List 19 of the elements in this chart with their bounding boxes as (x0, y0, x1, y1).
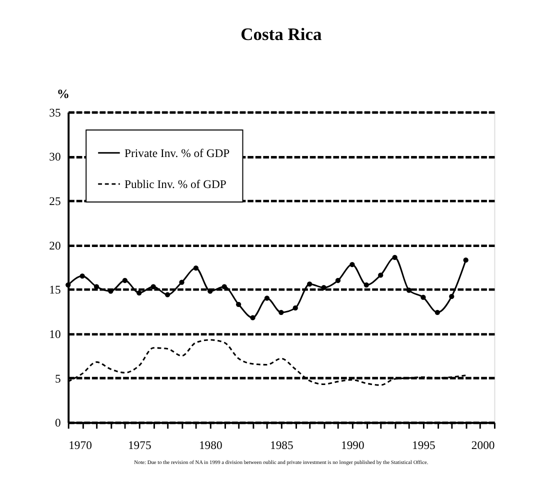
y-tick-label: 15 (49, 284, 61, 297)
x-tick-label: 1970 (68, 439, 92, 452)
y-tick-label: 35 (49, 106, 61, 120)
legend-label: Private Inv. % of GDP (124, 146, 230, 160)
y-tick-label: 10 (49, 328, 61, 342)
x-tick-label: 1985 (270, 439, 294, 452)
y-tick-label: 0 (54, 416, 61, 430)
legend-label: Public Inv. % of GDP (124, 178, 227, 191)
x-tick-label: 1990 (341, 439, 365, 452)
y-axis-title: % (56, 86, 70, 101)
x-tick-label: 1975 (128, 439, 152, 452)
x-tick-label: 1980 (198, 439, 222, 452)
y-tick-label: 20 (49, 239, 61, 252)
y-tick-label: 30 (49, 150, 61, 164)
y-tick-label: 25 (49, 195, 61, 208)
y-tick-label: 5 (54, 372, 61, 386)
x-tick-label: 1995 (412, 439, 436, 452)
x-tick-label: 2000 (471, 439, 495, 452)
chart-title: Costa Rica (240, 24, 322, 44)
